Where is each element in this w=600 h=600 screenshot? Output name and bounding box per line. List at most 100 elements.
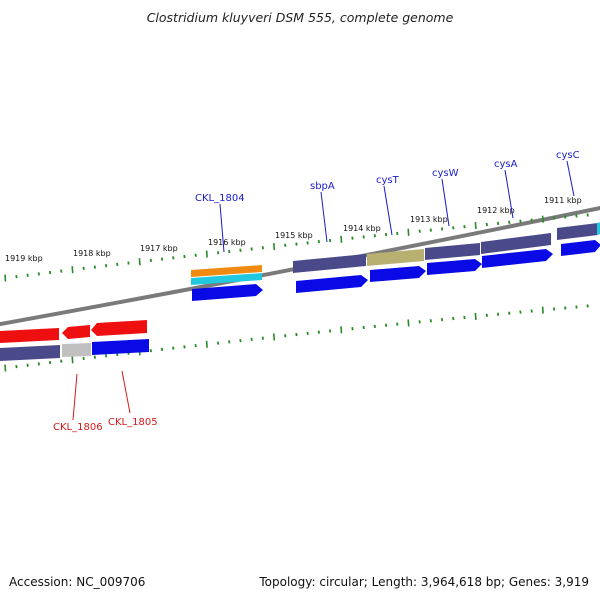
outer-tick-39 <box>440 227 444 231</box>
inner-tick-21 <box>239 338 242 343</box>
inner-tick-20 <box>228 340 231 344</box>
outer-tick-19 <box>216 251 220 255</box>
outer-tick-16 <box>183 254 186 259</box>
feature-ckl1804-orange <box>191 265 262 277</box>
outer-tick-29 <box>328 238 332 243</box>
outer-tick-2 <box>26 273 29 277</box>
cds-cysc[interactable] <box>561 240 600 256</box>
gene-label-cysw[interactable]: cysW <box>432 168 459 179</box>
outer-tick-12 <box>138 258 141 266</box>
cds-cysa[interactable] <box>482 249 553 268</box>
outer-tick-24 <box>273 242 276 251</box>
outer-tick-10 <box>116 262 119 267</box>
inner-tick-25 <box>284 334 287 338</box>
outer-tick-ring <box>4 213 589 282</box>
tick-label-1919: 1919 kbp <box>5 254 43 263</box>
feature-cysa-purple <box>481 233 551 254</box>
inner-tick-17 <box>194 343 197 348</box>
inner-tick-45 <box>508 311 511 315</box>
outer-tick-44 <box>496 221 500 226</box>
tick-label-1916: 1916 kbp <box>208 238 246 247</box>
outer-tick-8 <box>93 265 96 269</box>
outer-tick-40 <box>452 226 455 230</box>
gene-label-cysa[interactable]: cysA <box>494 159 518 170</box>
gene-label-cyst[interactable]: cysT <box>376 175 400 186</box>
feature-blue-lower <box>92 339 149 355</box>
inner-tick-38 <box>429 319 432 323</box>
tick-label-1913: 1913 kbp <box>410 215 448 224</box>
inner-tick-37 <box>418 320 421 324</box>
inner-tick-18 <box>205 340 208 348</box>
inner-tick-33 <box>373 324 376 329</box>
outer-tick-37 <box>418 229 421 233</box>
inner-tick-40 <box>452 316 455 321</box>
outer-tick-0 <box>4 274 7 282</box>
inner-tick-42 <box>474 312 477 320</box>
feature-cysc-purple <box>557 223 598 240</box>
inner-tick-50 <box>564 306 567 310</box>
inner-tick-13 <box>149 349 152 353</box>
outer-tick-13 <box>149 258 152 263</box>
cds-ckl1805[interactable] <box>91 320 147 336</box>
inner-tick-22 <box>250 337 253 342</box>
gene-label-ckl1804[interactable]: CKL_1804 <box>195 193 245 204</box>
leader-cyst <box>383 185 393 236</box>
outer-tick-4 <box>48 270 52 275</box>
inner-tick-29 <box>328 329 332 333</box>
inner-tick-5 <box>60 359 63 363</box>
inner-tick-51 <box>575 305 578 309</box>
reverse-features <box>0 320 149 361</box>
inner-tick-24 <box>273 333 276 341</box>
outer-tick-33 <box>373 234 376 238</box>
inner-tick-34 <box>384 323 388 327</box>
leader-sbpa <box>320 191 328 243</box>
outer-tick-47 <box>530 218 533 222</box>
outer-tick-30 <box>340 235 343 243</box>
inner-tick-8 <box>93 355 96 359</box>
inner-tick-27 <box>306 331 309 336</box>
reverse-gene-labels: CKL_1806 CKL_1805 <box>53 370 158 433</box>
inner-tick-14 <box>160 347 164 352</box>
cds-red-left[interactable] <box>0 328 59 343</box>
outer-tick-48 <box>541 215 544 223</box>
inner-tick-6 <box>71 356 74 364</box>
cds-ckl1806[interactable] <box>62 325 90 339</box>
cds-cysw[interactable] <box>427 259 482 275</box>
inner-tick-44 <box>496 312 500 316</box>
feature-cysc-cyan <box>597 222 600 235</box>
outer-tick-9 <box>104 264 108 268</box>
gene-label-ckl1806[interactable]: CKL_1806 <box>53 422 103 433</box>
cds-ckl1804[interactable] <box>192 284 263 301</box>
outer-tick-50 <box>564 215 567 219</box>
gene-label-cysc[interactable]: cysC <box>556 150 580 161</box>
outer-tick-49 <box>552 216 556 220</box>
genome-summary-text: Topology: circular; Length: 3,964,618 bp… <box>259 575 589 589</box>
outer-tick-32 <box>362 235 365 239</box>
outer-tick-25 <box>284 243 287 247</box>
outer-tick-41 <box>463 225 466 229</box>
tick-label-1918: 1918 kbp <box>73 249 111 258</box>
outer-tick-20 <box>228 249 231 254</box>
outer-tick-36 <box>407 228 410 236</box>
outer-tick-42 <box>474 222 477 230</box>
gene-label-ckl1805[interactable]: CKL_1805 <box>108 417 158 428</box>
inner-tick-32 <box>362 325 365 330</box>
feature-ckl1804-cyan <box>191 273 262 285</box>
tick-label-1912: 1912 kbp <box>477 206 515 215</box>
outer-tick-46 <box>519 219 522 223</box>
outer-tick-21 <box>239 248 242 252</box>
inner-tick-31 <box>351 327 354 331</box>
feature-cysw-purple <box>425 243 480 260</box>
gene-label-sbpa[interactable]: sbpA <box>310 181 335 192</box>
inner-tick-49 <box>552 307 556 311</box>
inner-tick-4 <box>48 360 52 365</box>
feature-purple-left <box>0 345 60 361</box>
outer-tick-18 <box>205 250 208 258</box>
cds-sbpa[interactable] <box>296 275 368 293</box>
leader-ckl1804 <box>219 203 225 253</box>
inner-tick-52 <box>586 304 589 308</box>
inner-tick-36 <box>407 319 410 327</box>
cds-cyst[interactable] <box>370 266 426 282</box>
outer-tick-43 <box>485 222 488 227</box>
